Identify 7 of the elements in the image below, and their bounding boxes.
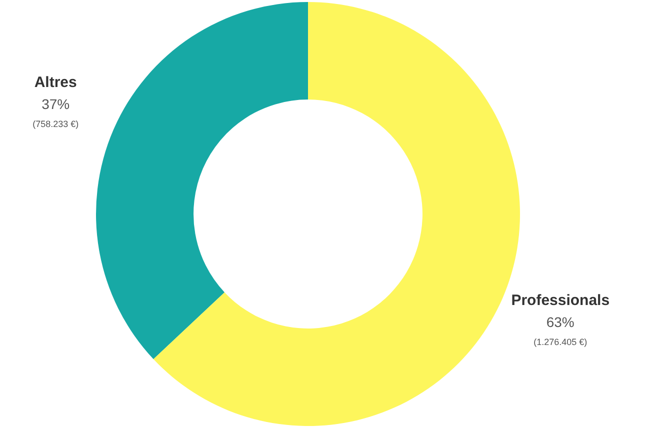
text: (1.276.405 €) bbox=[534, 337, 588, 348]
text: (758.233 €) bbox=[32, 118, 79, 129]
data-label: 63% bbox=[546, 314, 574, 330]
donut-slice bbox=[96, 2, 308, 360]
data-label: 37% bbox=[42, 96, 70, 112]
slice-label: Professionals bbox=[511, 292, 610, 310]
slice-label: Altres bbox=[34, 74, 77, 91]
